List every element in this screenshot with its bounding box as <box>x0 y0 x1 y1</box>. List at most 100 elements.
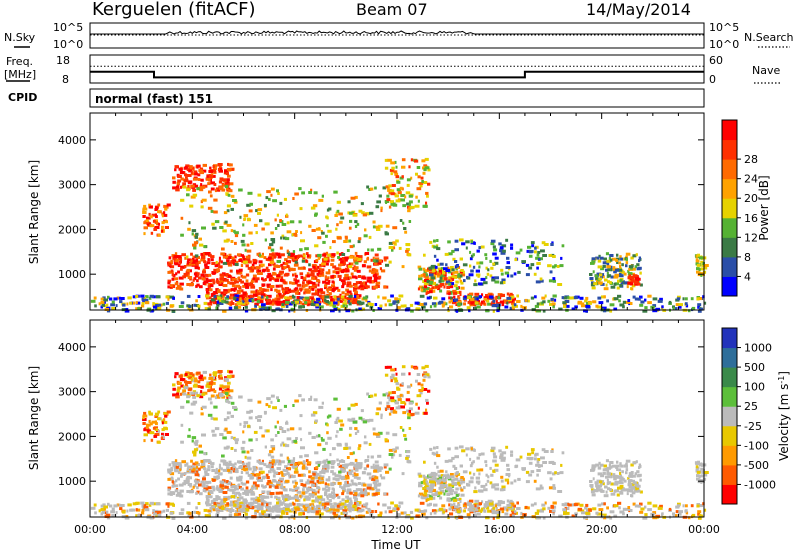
velocity-echo <box>506 499 510 503</box>
power-echo <box>194 172 198 176</box>
power-echo <box>470 301 474 305</box>
power-echo <box>270 193 273 197</box>
velocity-echo <box>281 494 285 498</box>
power-echo <box>623 257 626 261</box>
velocity-echo <box>361 471 366 475</box>
power-echo <box>311 297 314 301</box>
velocity-echo <box>332 447 336 451</box>
velocity-echo <box>277 399 280 402</box>
power-echo <box>459 279 463 283</box>
power-colorbar-swatch <box>722 139 737 160</box>
velocity-echo <box>350 479 354 483</box>
power-echo <box>358 285 364 289</box>
velocity-echo <box>489 481 493 485</box>
power-echo <box>257 290 260 293</box>
power-echo <box>164 220 168 224</box>
velocity-echo <box>331 460 336 464</box>
power-echo <box>338 252 342 256</box>
power-echo <box>685 297 688 301</box>
velocity-echo <box>454 467 458 470</box>
velocity-echo <box>538 464 543 468</box>
velocity-echo <box>190 459 193 463</box>
velocity-echo <box>207 459 211 462</box>
power-echo <box>320 230 323 233</box>
velocity-echo <box>457 493 460 497</box>
velocity-echo <box>390 409 394 413</box>
velocity-echo <box>288 466 291 470</box>
power-echo <box>122 303 126 307</box>
power-echo <box>176 181 180 185</box>
power-echo <box>259 307 263 311</box>
velocity-echo <box>281 430 287 433</box>
velocity-echo <box>181 460 186 464</box>
velocity-echo <box>287 462 291 466</box>
power-echo <box>142 297 147 300</box>
power-echo <box>414 204 420 208</box>
velocity-echo <box>270 394 275 398</box>
power-echo <box>599 256 604 260</box>
power-echo <box>424 282 429 286</box>
power-echo <box>218 167 223 171</box>
velocity-echo <box>377 468 381 471</box>
power-echo <box>307 300 313 304</box>
velocity-echo <box>192 373 195 377</box>
power-echo <box>425 287 430 290</box>
power-echo <box>255 302 259 306</box>
velocity-echo <box>502 506 507 510</box>
power-echo <box>245 279 249 283</box>
velocity-echo <box>460 480 466 484</box>
velocity-echo <box>539 484 543 488</box>
power-echo <box>536 266 539 270</box>
power-echo <box>239 215 242 219</box>
power-echo <box>213 210 218 214</box>
power-echo <box>374 186 377 190</box>
power-echo <box>638 259 641 263</box>
power-echo <box>536 309 542 313</box>
power-echo <box>457 286 460 290</box>
power-echo <box>619 255 622 259</box>
power-echo <box>600 273 605 277</box>
velocity-echo <box>445 476 451 479</box>
power-echo <box>511 297 516 301</box>
power-echo <box>510 246 514 250</box>
power-echo <box>212 165 215 168</box>
power-echo <box>311 229 316 232</box>
velocity-echo <box>208 377 214 380</box>
velocity-echo <box>167 469 171 473</box>
velocity-echo <box>330 465 335 469</box>
power-echo <box>552 255 556 258</box>
velocity-echo <box>408 410 411 413</box>
power-echo <box>248 282 253 286</box>
power-echo <box>240 274 243 278</box>
velocity-echo <box>295 462 300 465</box>
power-echo <box>364 252 370 255</box>
velocity-echo <box>703 471 709 474</box>
velocity-echo <box>308 398 312 401</box>
power-echo <box>243 294 248 298</box>
power-echo <box>269 261 275 264</box>
power-echo <box>164 226 169 229</box>
velocity-echo <box>340 506 344 510</box>
power-echo <box>140 294 145 298</box>
velocity-echo <box>311 490 315 494</box>
power-echo <box>400 198 405 202</box>
power-echo <box>609 303 615 307</box>
velocity-echo <box>339 427 343 431</box>
power-echo <box>636 277 641 281</box>
velocity-echo <box>314 499 319 503</box>
velocity-echo <box>148 410 151 414</box>
power-echo <box>228 163 233 167</box>
velocity-echo <box>172 387 176 391</box>
power-echo <box>353 268 358 272</box>
power-echo <box>315 305 321 309</box>
power-echo <box>491 276 496 280</box>
power-echo <box>246 249 252 253</box>
power-echo <box>142 207 148 211</box>
velocity-echo <box>280 485 284 489</box>
velocity-echo <box>402 428 405 432</box>
power-echo <box>600 267 605 271</box>
power-echo <box>434 283 439 287</box>
power-echo <box>249 294 255 298</box>
power-echo <box>186 263 191 267</box>
